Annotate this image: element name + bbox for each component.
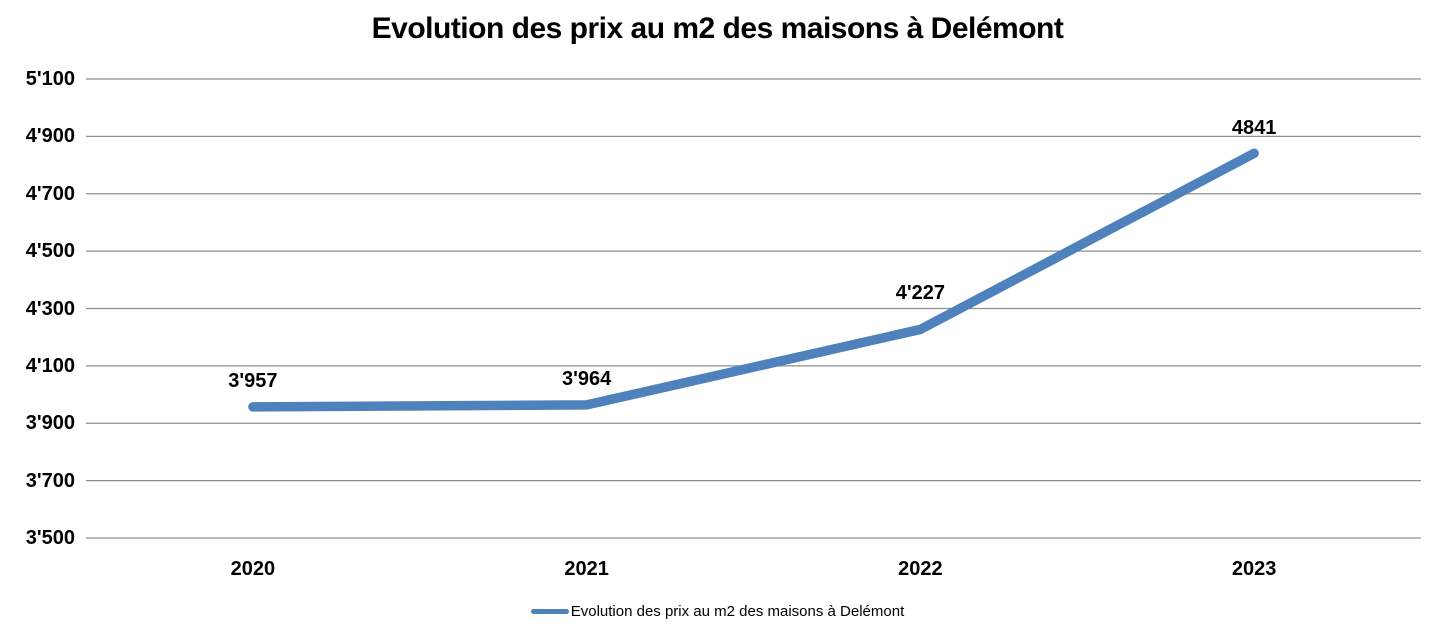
data-point-label: 3'957	[228, 369, 278, 392]
y-tick-label: 3'700	[25, 469, 75, 492]
x-tick-label: 2021	[564, 558, 609, 580]
legend-label: Evolution des prix au m2 des maisons à D…	[570, 602, 905, 620]
y-tick-label: 4'500	[25, 240, 75, 263]
y-tick-label: 3'500	[25, 527, 75, 549]
chart-title: Evolution des prix au m2 des maisons à D…	[371, 12, 1064, 45]
legend-line-marker	[530, 608, 569, 614]
data-point-label: 4841	[1231, 117, 1277, 140]
y-tick-label: 3'900	[25, 412, 75, 435]
x-tick-label: 2022	[898, 558, 943, 580]
x-tick-label: 2023	[1231, 558, 1277, 580]
y-tick-label: 4'100	[25, 354, 75, 377]
y-tick-label: 5'100	[25, 68, 75, 90]
x-tick-label: 2020	[230, 558, 276, 580]
y-tick-label: 4'900	[25, 125, 75, 148]
legend: Evolution des prix au m2 des maisons à D…	[0, 599, 1435, 623]
series-line	[248, 148, 1259, 412]
data-point-label: 4'227	[895, 282, 945, 305]
data-point-label: 3'964	[562, 367, 612, 390]
y-tick-label: 4'700	[25, 182, 75, 205]
y-tick-label: 4'300	[25, 297, 75, 320]
